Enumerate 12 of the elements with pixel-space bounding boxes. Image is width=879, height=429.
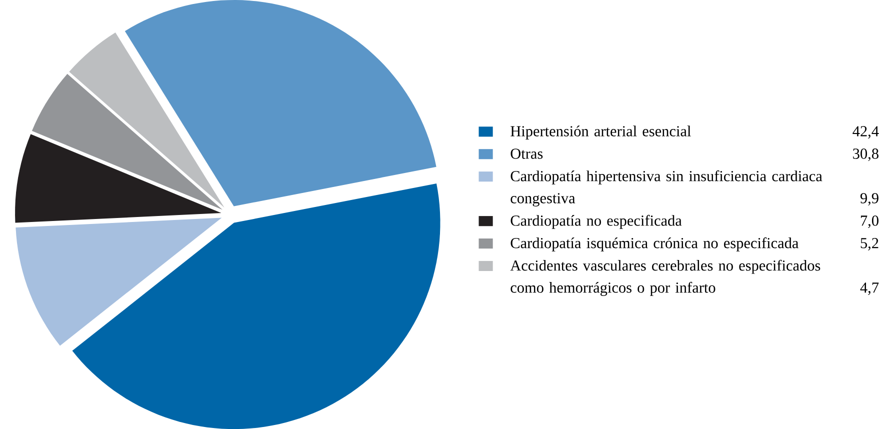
legend-label: Otras <box>510 148 543 159</box>
data-label: 5,2 <box>860 238 878 250</box>
data-label: 9,9 <box>860 193 878 206</box>
data-label: 4,7 <box>860 282 879 295</box>
legend-label: Hipertensión arterial esencial <box>510 126 691 140</box>
legend-label: Cardiopatía no especificada <box>510 214 682 229</box>
data-label: 42,4 <box>852 126 879 139</box>
data-label: 7,0 <box>860 215 878 228</box>
data-label: 30,8 <box>853 148 878 161</box>
legend-label: Cardiopatía hipertensiva sin insuficiencia cardiaca congestiva <box>510 170 822 206</box>
legend-label: Cardiopatía isquémica crónica no especificada <box>510 237 799 252</box>
legend-label: Accidentes vasculares cerebrales no especificados como hemorrágicos o por infarto <box>510 260 820 296</box>
